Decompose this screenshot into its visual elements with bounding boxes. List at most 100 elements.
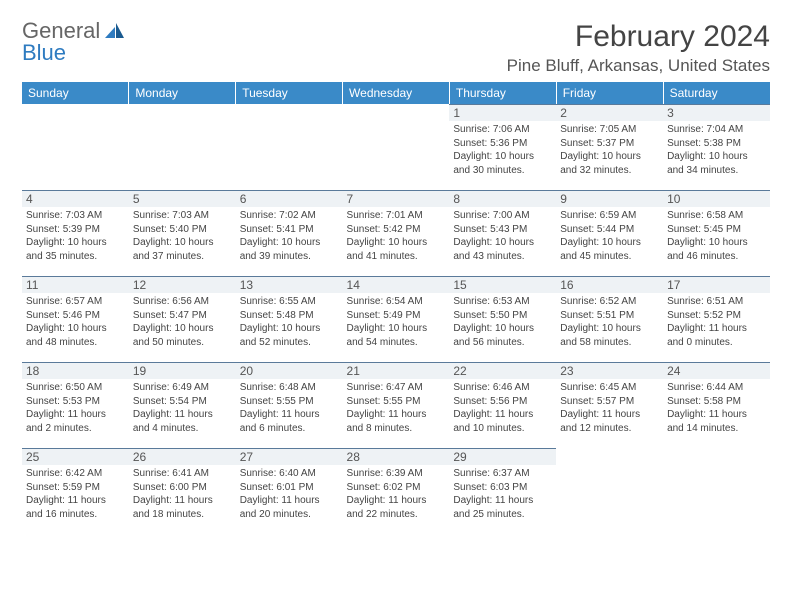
calendar-cell: 11Sunrise: 6:57 AMSunset: 5:46 PMDayligh…: [22, 276, 129, 362]
day-info: Sunrise: 6:41 AMSunset: 6:00 PMDaylight:…: [133, 467, 232, 521]
day-info: Sunrise: 6:50 AMSunset: 5:53 PMDaylight:…: [26, 381, 125, 435]
day-number: 17: [663, 277, 770, 293]
day-number: 14: [343, 277, 450, 293]
logo: General Blue: [22, 20, 125, 64]
day-info: Sunrise: 6:47 AMSunset: 5:55 PMDaylight:…: [347, 381, 446, 435]
calendar-cell: 10 Sunrise: 6:58 AMSunset: 5:45 PMDayligh…: [663, 190, 770, 276]
day-number: 13: [236, 277, 343, 293]
day-info: Sunrise: 7:03 AMSunset: 5:40 PMDaylight:…: [133, 209, 232, 263]
calendar-cell: [343, 104, 450, 190]
day-info: Sunrise: 6:42 AMSunset: 5:59 PMDaylight:…: [26, 467, 125, 521]
day-number: 2: [556, 105, 663, 121]
logo-text-blue: Blue: [22, 42, 125, 64]
calendar-cell: 26 Sunrise: 6:41 AMSunset: 6:00 PMDayligh…: [129, 448, 236, 534]
day-number: 7: [343, 191, 450, 207]
calendar-cell: 25 Sunrise: 6:42 AMSunset: 5:59 PMDayligh…: [22, 448, 129, 534]
calendar-cell: [129, 104, 236, 190]
calendar-cell: 21 Sunrise: 6:47 AMSunset: 5:55 PMDayligh…: [343, 362, 450, 448]
calendar-cell: 3 Sunrise: 7:04 AMSunset: 5:38 PMDaylight…: [663, 104, 770, 190]
day-info: Sunrise: 6:53 AMSunset: 5:50 PMDaylight:…: [453, 295, 552, 349]
calendar-cell: 2Sunrise: 7:05 AMSunset: 5:37 PMDaylight…: [556, 104, 663, 190]
calendar-cell: 5 Sunrise: 7:03 AMSunset: 5:40 PMDaylight…: [129, 190, 236, 276]
calendar-cell: [556, 448, 663, 534]
day-info: Sunrise: 6:55 AMSunset: 5:48 PMDaylight:…: [240, 295, 339, 349]
day-info: Sunrise: 6:39 AMSunset: 6:02 PMDaylight:…: [347, 467, 446, 521]
day-info: Sunrise: 6:52 AMSunset: 5:51 PMDaylight:…: [560, 295, 659, 349]
calendar-cell: 9Sunrise: 6:59 AMSunset: 5:44 PMDaylight…: [556, 190, 663, 276]
day-info: Sunrise: 7:03 AMSunset: 5:39 PMDaylight:…: [26, 209, 125, 263]
day-info: Sunrise: 6:48 AMSunset: 5:55 PMDaylight:…: [240, 381, 339, 435]
weekday-header: Monday: [129, 82, 236, 104]
calendar-cell: 8Sunrise: 7:00 AMSunset: 5:43 PMDaylight…: [449, 190, 556, 276]
calendar: SundayMondayTuesdayWednesdayThursdayFrid…: [22, 82, 770, 534]
calendar-cell: 28Sunrise: 6:39 AMSunset: 6:02 PMDayligh…: [343, 448, 450, 534]
calendar-cell: 6Sunrise: 7:02 AMSunset: 5:41 PMDaylight…: [236, 190, 343, 276]
calendar-cell: 24 Sunrise: 6:44 AMSunset: 5:58 PMDayligh…: [663, 362, 770, 448]
calendar-week: 4 Sunrise: 7:03 AMSunset: 5:39 PMDaylight…: [22, 190, 770, 276]
day-number: 21: [343, 363, 450, 379]
title-block: February 2024 Pine Bluff, Arkansas, Unit…: [507, 20, 770, 76]
day-number: 23: [556, 363, 663, 379]
day-number: 4: [22, 191, 129, 207]
day-info: Sunrise: 6:40 AMSunset: 6:01 PMDaylight:…: [240, 467, 339, 521]
day-info: Sunrise: 6:37 AMSunset: 6:03 PMDaylight:…: [453, 467, 552, 521]
day-info: Sunrise: 6:44 AMSunset: 5:58 PMDaylight:…: [667, 381, 766, 435]
header: General Blue February 2024 Pine Bluff, A…: [22, 20, 770, 76]
day-number: 20: [236, 363, 343, 379]
calendar-cell: 23 Sunrise: 6:45 AMSunset: 5:57 PMDayligh…: [556, 362, 663, 448]
calendar-week: 18 Sunrise: 6:50 AMSunset: 5:53 PMDayligh…: [22, 362, 770, 448]
day-number: 25: [22, 449, 129, 465]
day-info: Sunrise: 6:54 AMSunset: 5:49 PMDaylight:…: [347, 295, 446, 349]
calendar-cell: 29 Sunrise: 6:37 AMSunset: 6:03 PMDayligh…: [449, 448, 556, 534]
calendar-cell: 12 Sunrise: 6:56 AMSunset: 5:47 PMDayligh…: [129, 276, 236, 362]
day-number: 3: [663, 105, 770, 121]
calendar-cell: 7 Sunrise: 7:01 AMSunset: 5:42 PMDaylight…: [343, 190, 450, 276]
logo-sail-icon: [105, 23, 125, 44]
calendar-cell: 4 Sunrise: 7:03 AMSunset: 5:39 PMDaylight…: [22, 190, 129, 276]
day-number: 29: [449, 449, 556, 465]
calendar-cell: 1 Sunrise: 7:06 AMSunset: 5:36 PMDaylight…: [449, 104, 556, 190]
calendar-body: 1 Sunrise: 7:06 AMSunset: 5:36 PMDaylight…: [22, 104, 770, 534]
calendar-cell: [663, 448, 770, 534]
page-title: February 2024: [507, 20, 770, 54]
day-info: Sunrise: 6:51 AMSunset: 5:52 PMDaylight:…: [667, 295, 766, 349]
day-number: 1: [449, 105, 556, 121]
day-number: 12: [129, 277, 236, 293]
weekday-header: Sunday: [22, 82, 129, 104]
day-number: 10: [663, 191, 770, 207]
day-info: Sunrise: 6:46 AMSunset: 5:56 PMDaylight:…: [453, 381, 552, 435]
logo-text-general: General: [22, 18, 100, 43]
day-number: 11: [22, 277, 129, 293]
calendar-cell: 13 Sunrise: 6:55 AMSunset: 5:48 PMDayligh…: [236, 276, 343, 362]
calendar-cell: 19Sunrise: 6:49 AMSunset: 5:54 PMDayligh…: [129, 362, 236, 448]
weekday-header: Saturday: [663, 82, 770, 104]
calendar-cell: 14 Sunrise: 6:54 AMSunset: 5:49 PMDayligh…: [343, 276, 450, 362]
day-number: 24: [663, 363, 770, 379]
day-info: Sunrise: 6:58 AMSunset: 5:45 PMDaylight:…: [667, 209, 766, 263]
day-info: Sunrise: 7:01 AMSunset: 5:42 PMDaylight:…: [347, 209, 446, 263]
day-info: Sunrise: 7:04 AMSunset: 5:38 PMDaylight:…: [667, 123, 766, 177]
day-info: Sunrise: 7:00 AMSunset: 5:43 PMDaylight:…: [453, 209, 552, 263]
calendar-cell: [236, 104, 343, 190]
calendar-cell: 15Sunrise: 6:53 AMSunset: 5:50 PMDayligh…: [449, 276, 556, 362]
calendar-week: 25 Sunrise: 6:42 AMSunset: 5:59 PMDayligh…: [22, 448, 770, 534]
weekday-header: Thursday: [449, 82, 556, 104]
day-info: Sunrise: 6:45 AMSunset: 5:57 PMDaylight:…: [560, 381, 659, 435]
weekday-header: Friday: [556, 82, 663, 104]
calendar-cell: [22, 104, 129, 190]
day-number: 9: [556, 191, 663, 207]
calendar-week: 1 Sunrise: 7:06 AMSunset: 5:36 PMDaylight…: [22, 104, 770, 190]
day-info: Sunrise: 7:06 AMSunset: 5:36 PMDaylight:…: [453, 123, 552, 177]
day-info: Sunrise: 7:02 AMSunset: 5:41 PMDaylight:…: [240, 209, 339, 263]
day-info: Sunrise: 6:56 AMSunset: 5:47 PMDaylight:…: [133, 295, 232, 349]
day-info: Sunrise: 6:49 AMSunset: 5:54 PMDaylight:…: [133, 381, 232, 435]
day-number: 18: [22, 363, 129, 379]
day-number: 26: [129, 449, 236, 465]
location: Pine Bluff, Arkansas, United States: [507, 56, 770, 76]
day-number: 16: [556, 277, 663, 293]
calendar-cell: 22Sunrise: 6:46 AMSunset: 5:56 PMDayligh…: [449, 362, 556, 448]
weekday-header: Wednesday: [343, 82, 450, 104]
calendar-head: SundayMondayTuesdayWednesdayThursdayFrid…: [22, 82, 770, 104]
calendar-cell: 17 Sunrise: 6:51 AMSunset: 5:52 PMDayligh…: [663, 276, 770, 362]
day-number: 5: [129, 191, 236, 207]
